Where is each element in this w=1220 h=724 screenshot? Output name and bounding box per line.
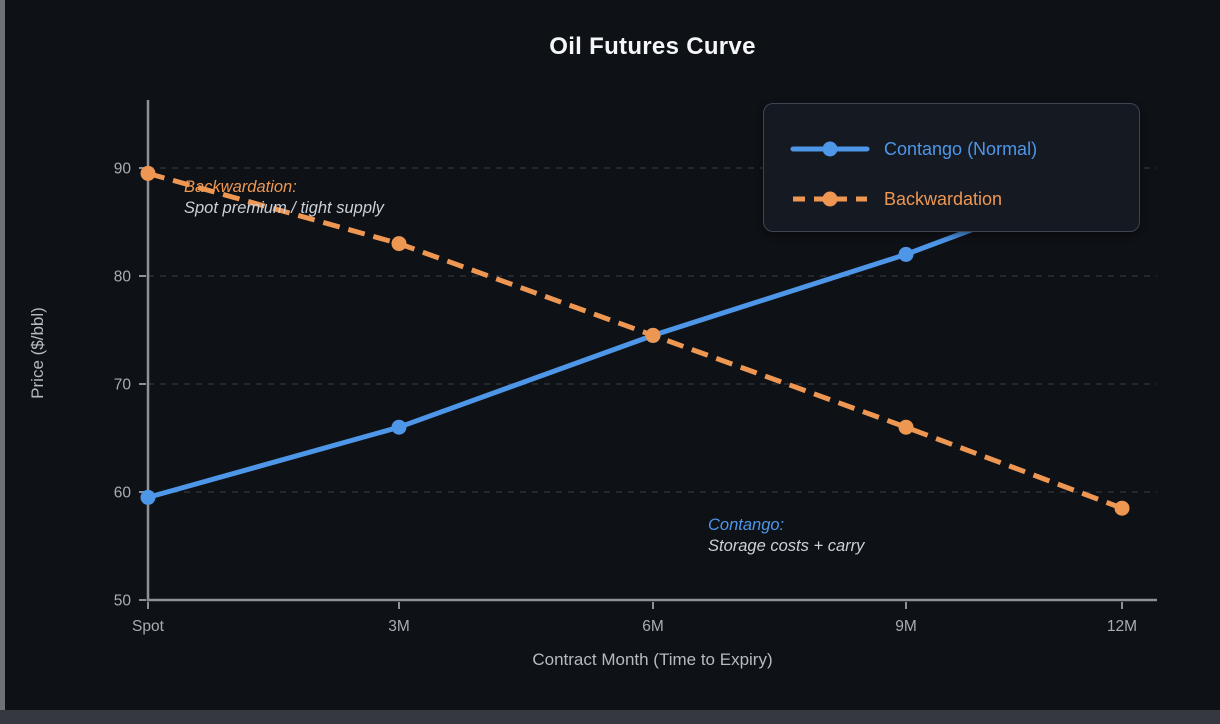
y-tick-label: 90: [114, 161, 132, 178]
window-edge-bottom: [0, 710, 1220, 724]
y-tick-label: 80: [114, 269, 132, 286]
series-marker-0: [140, 489, 156, 505]
legend-sample-solid-line-icon: [790, 138, 870, 160]
annotation-contango: Contango: Storage costs + carry: [708, 515, 864, 557]
series-marker-0: [391, 419, 407, 435]
x-axis-title: Contract Month (Time to Expiry): [532, 650, 773, 669]
annotation-backwardation-text: Spot premium / tight supply: [184, 199, 384, 217]
legend-sample-dashed-line-icon: [790, 188, 870, 210]
annotation-backwardation-title: Backwardation:: [184, 178, 297, 196]
legend: Contango (Normal) Backwardation: [763, 103, 1140, 232]
chart-title: Oil Futures Curve: [549, 33, 756, 60]
series-marker-0: [898, 246, 914, 262]
y-axis-title: Price ($/bbl): [28, 307, 47, 399]
legend-label-backwardation: Backwardation: [884, 188, 1003, 209]
legend-label-contango: Contango (Normal): [884, 138, 1038, 159]
x-tick-label: Spot: [132, 618, 165, 635]
legend-item-contango: Contango (Normal): [790, 124, 1139, 174]
y-tick-label: 70: [114, 377, 132, 394]
x-tick-label: 9M: [895, 618, 917, 635]
series-marker-1: [1114, 500, 1130, 516]
series-marker-1: [645, 327, 661, 343]
x-tick-label: 6M: [642, 618, 664, 635]
series-marker-1: [898, 419, 914, 435]
x-tick-label: 12M: [1107, 618, 1137, 635]
x-tick-label: 3M: [388, 618, 410, 635]
annotation-contango-text: Storage costs + carry: [708, 537, 865, 555]
annotation-backwardation: Backwardation: Spot premium / tight supp…: [184, 177, 384, 219]
window-edge-left: [0, 0, 5, 724]
y-tick-label: 50: [114, 593, 132, 610]
series-marker-1: [140, 165, 156, 181]
annotation-contango-title: Contango:: [708, 516, 785, 534]
y-tick-label: 60: [114, 485, 132, 502]
series-marker-1: [391, 236, 407, 252]
legend-item-backwardation: Backwardation: [790, 174, 1139, 224]
